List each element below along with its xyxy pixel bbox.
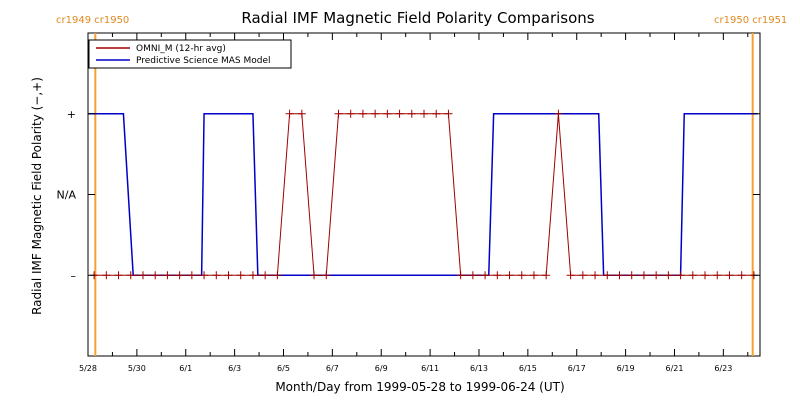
carrington-label-right: cr1950 cr1951 <box>714 15 787 26</box>
legend: OMNI_M (12-hr avg) Predictive Science MA… <box>88 39 292 69</box>
omni-point <box>151 271 160 280</box>
omni-point <box>468 271 477 280</box>
x-axis: 5/28 5/30 6/1 6/3 6/5 6/7 6/9 6/11 6/13 6/15 6/17 6… <box>79 33 749 373</box>
legend-label-omni: OMNI_M (12-hr avg) <box>136 44 226 54</box>
x-tick-label: 6/5 <box>277 364 290 373</box>
omni-point <box>224 271 233 280</box>
omni-point <box>713 271 722 280</box>
omni-point <box>432 109 441 118</box>
x-tick-label: 6/11 <box>421 364 439 373</box>
omni-point <box>591 271 600 280</box>
omni-point <box>639 271 648 280</box>
omni-point <box>652 271 661 280</box>
y-tick-label: + <box>67 108 76 121</box>
omni-point <box>566 271 575 280</box>
omni-point <box>627 271 636 280</box>
omni-point <box>554 109 563 118</box>
omni-point <box>420 109 428 118</box>
carrington-boundaries <box>94 33 754 356</box>
x-tick-label: 6/3 <box>228 364 241 373</box>
omni-point <box>725 271 734 280</box>
x-tick-label: 6/9 <box>375 364 388 373</box>
x-tick-label: 6/21 <box>665 364 683 373</box>
series-line-mas <box>88 113 758 276</box>
omni-point <box>175 271 184 280</box>
omni-point <box>102 271 111 280</box>
omni-point <box>505 271 514 280</box>
omni-point <box>358 109 367 118</box>
x-tick-label: 6/23 <box>714 364 732 373</box>
omni-point <box>346 109 355 118</box>
omni-point <box>407 109 416 118</box>
x-tick-label: 6/15 <box>519 364 537 373</box>
omni-point <box>114 271 123 280</box>
omni-point <box>542 271 551 280</box>
omni-point <box>200 271 209 280</box>
y-tick-label: – <box>71 269 77 282</box>
legend-label-mas: Predictive Science MAS Model <box>136 56 271 66</box>
x-tick-label: 5/30 <box>128 364 146 373</box>
omni-point <box>297 109 306 118</box>
chart-title: Radial IMF Magnetic Field Polarity Compa… <box>241 9 594 27</box>
plot-frame <box>87 32 761 357</box>
omni-point <box>212 271 221 280</box>
omni-point <box>737 271 746 280</box>
series-mas-model <box>88 113 758 276</box>
omni-point <box>334 109 343 118</box>
x-tick-label: 6/19 <box>617 364 635 373</box>
y-tick-label: N/A <box>57 189 77 202</box>
carrington-label-left: cr1949 cr1950 <box>56 15 129 26</box>
omni-point <box>664 271 673 280</box>
omni-point <box>163 271 172 280</box>
omni-point <box>493 271 502 280</box>
omni-point <box>395 109 404 118</box>
x-tick-label: 6/7 <box>326 364 339 373</box>
omni-point <box>248 271 257 280</box>
y-axis-label: Radial IMF Magnetic Field Polarity (−,+) <box>30 77 44 315</box>
omni-point <box>371 109 380 118</box>
omni-point <box>676 271 685 280</box>
x-tick-label: 6/1 <box>179 364 192 373</box>
series-omni <box>90 109 758 280</box>
omni-point <box>456 271 465 280</box>
omni-point <box>615 271 624 280</box>
omni-point <box>236 271 245 280</box>
omni-point <box>517 271 526 280</box>
x-tick-label: 5/28 <box>79 364 97 373</box>
omni-point <box>529 271 538 280</box>
omni-point <box>578 271 587 280</box>
omni-point <box>688 271 697 280</box>
omni-point <box>261 271 270 280</box>
omni-point <box>383 109 392 118</box>
omni-point <box>444 109 453 118</box>
x-tick-label: 6/17 <box>568 364 586 373</box>
omni-point <box>701 271 710 280</box>
omni-point <box>138 271 147 280</box>
x-axis-label: Month/Day from 1999-05-28 to 1999-06-24 … <box>275 380 564 394</box>
omni-point <box>603 271 612 280</box>
x-tick-label: 6/13 <box>470 364 488 373</box>
legend-box <box>88 39 292 69</box>
omni-point <box>310 271 319 280</box>
series-line-omni <box>94 113 754 276</box>
omni-point <box>481 271 490 280</box>
omni-point <box>187 271 196 280</box>
omni-point <box>126 271 135 280</box>
omni-point <box>273 271 282 280</box>
omni-point <box>322 271 331 280</box>
y-axis: + N/A – <box>57 108 760 282</box>
omni-point <box>285 109 294 118</box>
